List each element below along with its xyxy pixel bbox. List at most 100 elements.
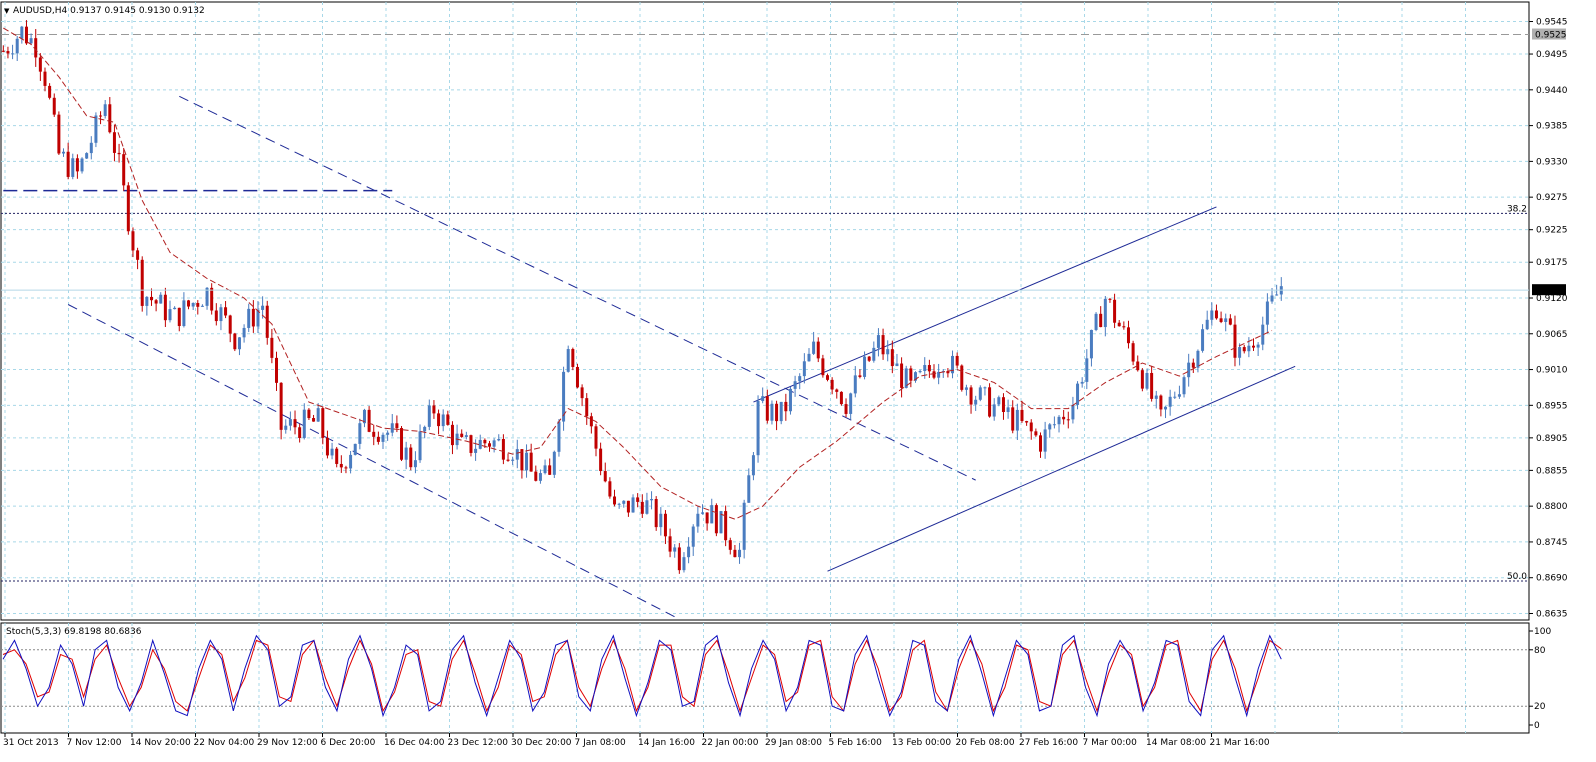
price-axis[interactable]: 0.9545 0.9495 0.9440 0.9385 0.9330 0.9275 0.92… bbox=[1, 18, 1568, 731]
candle-body bbox=[293, 419, 297, 428]
candle-body bbox=[1177, 394, 1181, 397]
candle-body bbox=[571, 349, 575, 367]
candle-body bbox=[580, 387, 584, 399]
candle-body bbox=[617, 503, 621, 505]
candle-body bbox=[1210, 310, 1214, 320]
candle-body bbox=[1039, 435, 1043, 452]
candle-body bbox=[1113, 299, 1117, 323]
candle-body bbox=[622, 500, 626, 504]
candle-body bbox=[237, 337, 241, 350]
candle-body bbox=[677, 547, 681, 571]
candle-body bbox=[1034, 431, 1038, 436]
trendline[interactable] bbox=[753, 206, 1217, 403]
candle-body bbox=[849, 393, 853, 414]
candle-body bbox=[663, 513, 667, 537]
candle-body bbox=[149, 296, 153, 301]
candle-body bbox=[913, 372, 917, 381]
candle-body bbox=[640, 501, 644, 514]
candle-body bbox=[108, 104, 112, 133]
stoch-plot-area[interactable] bbox=[0, 622, 1530, 734]
candle-body bbox=[515, 449, 519, 460]
candle-body bbox=[511, 459, 515, 461]
trendline[interactable] bbox=[179, 95, 976, 481]
candle-body bbox=[325, 437, 329, 456]
x-tick-label: 5 Feb 16:00 bbox=[829, 738, 883, 748]
candle-body bbox=[20, 26, 24, 39]
level-label: 38.2 bbox=[1507, 204, 1527, 214]
candle-body bbox=[140, 259, 144, 306]
candle-body bbox=[613, 496, 617, 505]
time-axis[interactable]: 31 Oct 2013 7 Nov 12:00 14 Nov 20:00 22 Nov… bbox=[3, 733, 1270, 748]
candle-body bbox=[765, 396, 769, 421]
x-tick-label: 14 Jan 16:00 bbox=[638, 738, 695, 748]
candle-body bbox=[418, 431, 422, 461]
y-tick-label: 0.8855 bbox=[1536, 466, 1568, 476]
stoch-main-line bbox=[2, 634, 1282, 718]
current-price-tag bbox=[1532, 284, 1566, 296]
y-tick-label: 0.8955 bbox=[1536, 401, 1568, 411]
candle-body bbox=[1275, 294, 1279, 296]
candle-body bbox=[469, 435, 473, 453]
candle-body bbox=[872, 347, 876, 361]
candle-body bbox=[552, 451, 556, 475]
trendline[interactable] bbox=[827, 365, 1296, 572]
candle-body bbox=[978, 387, 982, 400]
candle-body bbox=[112, 132, 116, 153]
dropdown-arrow-icon[interactable]: ▼ bbox=[4, 7, 10, 15]
stoch-y-tick-label: 100 bbox=[1534, 627, 1551, 637]
candles bbox=[1, 20, 1283, 574]
candle-body bbox=[381, 434, 385, 442]
candle-body bbox=[6, 51, 10, 54]
candle-body bbox=[1205, 319, 1209, 330]
trendline[interactable] bbox=[67, 304, 675, 618]
x-tick-label: 30 Dec 20:00 bbox=[511, 738, 572, 748]
candle-body bbox=[312, 418, 316, 422]
candle-body bbox=[1062, 416, 1066, 420]
candle-body bbox=[853, 375, 857, 394]
y-tick-label: 0.9545 bbox=[1536, 18, 1568, 28]
candle-body bbox=[1076, 383, 1080, 405]
candle-body bbox=[1052, 424, 1056, 426]
candle-body bbox=[1196, 350, 1200, 368]
candle-body bbox=[344, 467, 348, 469]
candle-body bbox=[1168, 396, 1172, 407]
candle-body bbox=[395, 423, 399, 429]
candle-body bbox=[543, 465, 547, 474]
candle-body bbox=[15, 38, 19, 54]
candle-body bbox=[946, 371, 950, 374]
candle-body bbox=[575, 366, 579, 388]
candle-body bbox=[487, 443, 491, 447]
candle-body bbox=[534, 471, 538, 481]
candle-body bbox=[1238, 347, 1242, 358]
candle-body bbox=[631, 497, 635, 513]
trendlines[interactable] bbox=[3, 95, 1296, 618]
candle-body bbox=[450, 424, 454, 446]
candle-body bbox=[103, 104, 107, 116]
candle-body bbox=[802, 361, 806, 377]
candle-body bbox=[117, 152, 121, 155]
candle-body bbox=[362, 409, 366, 424]
candle-body bbox=[594, 426, 598, 449]
candle-body bbox=[779, 401, 783, 422]
candle-body bbox=[714, 505, 718, 534]
candle-body bbox=[413, 460, 417, 468]
main-plot-area[interactable] bbox=[0, 1, 1530, 621]
candle-body bbox=[1233, 324, 1237, 358]
x-tick-label: 31 Oct 2013 bbox=[3, 738, 59, 748]
candle-body bbox=[288, 419, 292, 426]
x-tick-label: 14 Mar 08:00 bbox=[1146, 738, 1206, 748]
candle-body bbox=[38, 57, 42, 72]
candle-body bbox=[464, 435, 468, 437]
candle-body bbox=[520, 449, 524, 471]
candle-body bbox=[788, 388, 792, 412]
candle-body bbox=[1251, 345, 1255, 348]
x-tick-label: 14 Nov 20:00 bbox=[130, 738, 191, 748]
candle-body bbox=[1126, 327, 1130, 344]
candle-body bbox=[964, 387, 968, 390]
candle-body bbox=[492, 440, 496, 447]
candle-body bbox=[798, 376, 802, 382]
candle-body bbox=[43, 71, 47, 86]
candle-body bbox=[187, 300, 191, 307]
candle-body bbox=[1164, 406, 1168, 410]
